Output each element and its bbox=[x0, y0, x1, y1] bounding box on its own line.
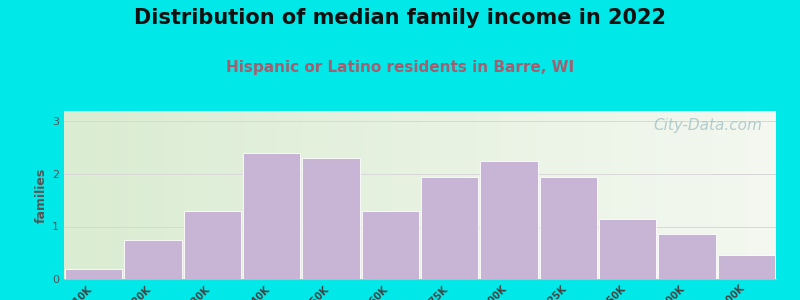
Bar bbox=[124, 240, 182, 279]
Bar bbox=[718, 255, 775, 279]
Bar bbox=[243, 153, 301, 279]
Bar bbox=[599, 219, 657, 279]
Bar bbox=[65, 268, 122, 279]
Text: City-Data.com: City-Data.com bbox=[653, 118, 762, 133]
Bar bbox=[302, 158, 360, 279]
Bar bbox=[421, 177, 478, 279]
Bar bbox=[658, 234, 716, 279]
Bar bbox=[480, 161, 538, 279]
Text: Distribution of median family income in 2022: Distribution of median family income in … bbox=[134, 8, 666, 28]
Bar bbox=[183, 211, 241, 279]
Y-axis label: families: families bbox=[35, 167, 48, 223]
Bar bbox=[539, 177, 597, 279]
Bar bbox=[362, 211, 419, 279]
Text: Hispanic or Latino residents in Barre, WI: Hispanic or Latino residents in Barre, W… bbox=[226, 60, 574, 75]
